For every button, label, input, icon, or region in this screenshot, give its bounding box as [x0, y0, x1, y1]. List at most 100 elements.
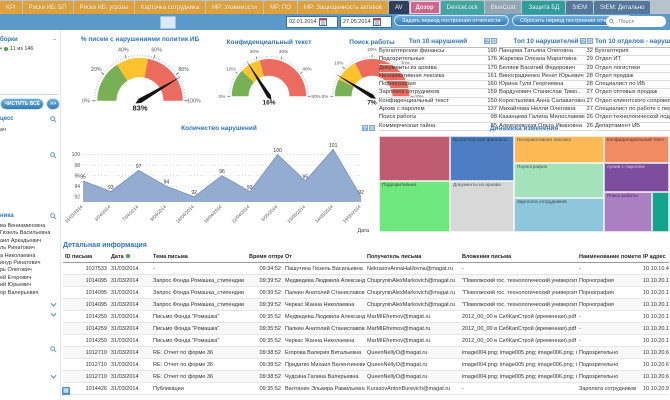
employee-item[interactable]: рь Олегович — [0, 267, 32, 274]
column-header[interactable]: ID письма — [63, 251, 109, 263]
violations-count-chart[interactable]: Количество нарушений 92 94 96 98 100 95 93 97 94… — [63, 125, 375, 241]
top-table-row[interactable]: Бухгалтерия — [595, 47, 670, 57]
tab-защита-бд[interactable]: Защита БД — [522, 1, 566, 14]
treemap-tile[interactable]: Документы из архива — [450, 181, 514, 232]
selections-count-row[interactable]: ▪ 11 из 146 — [0, 46, 34, 52]
treemap-tile[interactable]: Порнография — [513, 162, 604, 199]
expand-button[interactable]: >> — [46, 98, 60, 110]
top-table-row[interactable]: Отдел технологической поддержки пользова… — [595, 114, 670, 123]
top-table-row[interactable]: Бухгалтерские финансы 190 — [379, 47, 497, 57]
employee-item[interactable]: Гюзель Васильевна — [0, 230, 51, 237]
top-table-row[interactable]: Специалист по работе с персоналом — [595, 106, 670, 115]
treemap-tile[interactable]: Архив с паролем — [603, 162, 669, 192]
top-table-row[interactable]: Панцова Татьяна Олеговна 32 — [499, 47, 593, 57]
gauge-violations-percent[interactable]: % писем с нарушениями политик ИБ 0% 20% 40… — [66, 36, 214, 114]
current-selections-icon[interactable] — [160, 16, 176, 29]
tab-мр-уязвимости[interactable]: МР: Уязвимости — [206, 1, 263, 14]
employee-item[interactable]: а Николаевна — [0, 252, 36, 259]
table-row[interactable]: 1014259 31/03/2014 Письмо Фонда "Ромашка" 0… — [63, 322, 669, 335]
top-table-row[interactable]: Коммерческая тайна 85 — [379, 123, 497, 131]
tab-мр-по[interactable]: МР: ПО — [263, 1, 298, 14]
column-header[interactable]: IP адрес — [641, 251, 669, 263]
tab-devicelock[interactable]: DeviceLock — [440, 1, 484, 14]
top-table-row[interactable]: Вардунович Станислав Тимо.. 27 — [499, 89, 593, 98]
employee-item[interactable]: ей Егорович — [0, 274, 32, 281]
calendar-icon[interactable] — [372, 18, 381, 26]
treemap-tile[interactable]: Бухгалтерские финансы — [450, 136, 514, 182]
top-table-row[interactable]: Отдел клиентского сопровождения — [595, 98, 670, 107]
top-table-row[interactable]: Отдел продаж — [595, 73, 670, 82]
table-row[interactable]: 1014259 31/03/2014 Письмо Фонда "Ромашка" 0… — [63, 334, 669, 347]
top-table-row[interactable]: Жаркова Олеана Маратовна 29 — [499, 56, 593, 65]
date-to-field[interactable]: 27.05.2014 — [340, 16, 392, 28]
table-row[interactable]: 1014095 31/03/2014 Запрос Фонда Ромашка_ст… — [63, 274, 669, 287]
column-header[interactable]: Время отправки — [247, 251, 283, 263]
top-table-row[interactable]: Алексеевская Ольга Ивановна 26 — [499, 123, 593, 131]
tab-kpi[interactable]: KPI — [0, 1, 22, 14]
tab-карточка-сотрудника[interactable]: Карточка сотрудника — [134, 1, 206, 14]
employee-item[interactable]: ва Вениаминовна — [0, 223, 46, 229]
top-table-row[interactable]: Документы из архива 170 — [379, 65, 497, 73]
top-table-row[interactable]: Подозрительные 176 — [379, 56, 497, 65]
column-header[interactable]: От — [283, 251, 365, 263]
table-row[interactable]: 1027533 31/03/2014-09:34:52 Пашутина Гюзел… — [63, 262, 669, 275]
employee-item[interactable]: ий Юрьевич — [0, 282, 32, 289]
clear-all-button[interactable]: ЧИСТИТЬ ВСЁ — [0, 98, 45, 110]
treemap-tile[interactable] — [379, 136, 451, 182]
employee-item[interactable]: аил Аркадьевич — [0, 237, 42, 244]
top-table-row[interactable]: Зарплата сотрудников 159 — [379, 89, 497, 98]
top-table-row[interactable]: Михайлова Нелли Олеговна 27 — [499, 106, 593, 115]
dynamics-treemap[interactable]: Динамика изменения Подозрительно Бухгалте… — [379, 125, 669, 232]
top-table-row[interactable]: Виноградиенко Ренат Юрьевич 28 — [499, 73, 593, 82]
search-icon[interactable] — [50, 346, 57, 353]
table-row[interactable]: 1012710 31/03/2014 RE: Отчет по форме 36 09… — [63, 370, 669, 383]
tab-дозор[interactable]: Дозор — [409, 1, 440, 14]
collapse-icon[interactable]: – — [52, 37, 56, 43]
top-table-row[interactable]: Отдел ИТ — [595, 56, 670, 65]
search-icon[interactable] — [50, 116, 57, 123]
table-row[interactable]: 1014095 31/03/2014 Запрос Фонда Ромашка_ст… — [63, 286, 669, 299]
table-row[interactable]: 1012710 31/03/2014 RE: Отчет по форме 36 09… — [63, 358, 669, 371]
search-box[interactable] — [606, 16, 666, 27]
scroll-icon[interactable]: ▦ — [62, 387, 70, 395]
column-header[interactable]: Вложения письма — [460, 251, 577, 263]
chart-toggle-icon[interactable] — [580, 38, 586, 44]
treemap-tile[interactable]: Зарплата сотрудников — [513, 198, 604, 232]
search-icon[interactable] — [50, 213, 57, 220]
treemap-tile[interactable]: Поиск работы — [603, 191, 652, 232]
tab-bluecoat[interactable]: BlueCoat — [484, 1, 522, 14]
tab-av[interactable]: AV — [388, 1, 409, 14]
employee-item[interactable]: ль Ринатович — [0, 245, 35, 252]
tab-siem-детально[interactable]: SIEM: Детально — [593, 1, 651, 14]
top-table-row[interactable]: Отдел логистики — [595, 65, 670, 73]
chevron-down-icon[interactable] — [50, 374, 57, 380]
treemap-tile[interactable]: Ненормативная лексика — [513, 136, 604, 163]
search-icon[interactable] — [50, 152, 57, 159]
treemap-tile[interactable] — [651, 191, 669, 232]
top-table-row[interactable]: Конфиденциальный текст 150 — [379, 98, 497, 107]
table-row[interactable]: 1014095 31/03/2014 Запрос Фонда Ромашка_ст… — [63, 298, 669, 311]
top-table-row[interactable]: Беляев Василий Федорович 29 — [499, 65, 593, 73]
top-table-row[interactable]: Коростылева Анна Салаватовна 27 — [499, 98, 593, 107]
top-table-row[interactable]: Казанцева Галина Милославовна 26 — [499, 114, 593, 123]
top-table-row[interactable]: Порнография 160 — [379, 81, 497, 90]
date-from-field[interactable]: 02.01.2014 — [286, 16, 338, 28]
table-row[interactable]: 1012710 31/03/2014 RE: Отчет по форме 36 09… — [63, 346, 669, 359]
tab-siem[interactable]: SIEM — [566, 1, 593, 14]
top-table-row[interactable]: Специалист по ИБ — [595, 81, 670, 90]
tab-риски-иб-бп[interactable]: Риски ИБ: БП — [22, 1, 73, 14]
chart-toggle-icon[interactable] — [484, 38, 490, 44]
gauge-job-search[interactable]: Поиск работы 0% 10% 20% 30% 40% 7% — [316, 39, 428, 107]
top-table-row[interactable]: Архив с паролем 137 — [379, 106, 497, 115]
column-header[interactable]: Наименование пометки — [577, 251, 641, 263]
chevron-down-icon[interactable] — [50, 302, 57, 308]
table-toggle-icon[interactable] — [491, 38, 497, 44]
set-period-button[interactable]: Задать период построения отчетности — [394, 15, 509, 26]
top-table-row[interactable]: Департамент ИБ — [595, 123, 670, 131]
search-input[interactable] — [616, 17, 663, 26]
gauge-svg[interactable]: 0% 10% 20% 30% 40% 7% — [318, 46, 426, 107]
table-toggle-icon[interactable] — [587, 38, 593, 44]
treemap-tile[interactable]: Подозрительно — [379, 181, 451, 232]
table-toggle-icon[interactable] — [369, 125, 375, 131]
table-row[interactable]: 1014259 31/03/2014 Письмо Фонда "Ромашка" 0… — [63, 310, 669, 323]
